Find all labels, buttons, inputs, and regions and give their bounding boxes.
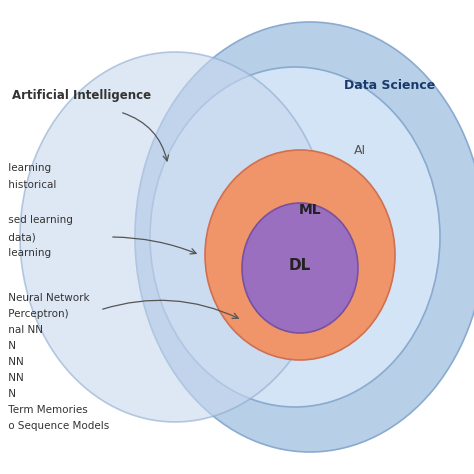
Text: sed learning: sed learning (5, 215, 73, 225)
Text: N: N (5, 341, 16, 351)
Text: DL: DL (289, 257, 311, 273)
Text: data): data) (5, 232, 36, 242)
Ellipse shape (242, 203, 358, 333)
Text: ML: ML (299, 203, 321, 217)
Text: learning: learning (5, 163, 51, 173)
Ellipse shape (205, 150, 395, 360)
Text: N: N (5, 389, 16, 399)
Ellipse shape (20, 52, 330, 422)
Text: Neural Network: Neural Network (5, 293, 90, 303)
Text: historical: historical (5, 180, 56, 190)
Text: Data Science: Data Science (345, 79, 436, 91)
Text: o Sequence Models: o Sequence Models (5, 421, 109, 431)
Text: learning: learning (5, 248, 51, 258)
Text: Term Memories: Term Memories (5, 405, 88, 415)
Text: AI: AI (354, 144, 366, 156)
Text: NN: NN (5, 357, 24, 367)
Ellipse shape (135, 22, 474, 452)
Text: Artificial Intelligence: Artificial Intelligence (12, 89, 151, 101)
Text: NN: NN (5, 373, 24, 383)
Text: nal NN: nal NN (5, 325, 43, 335)
Text: Perceptron): Perceptron) (5, 309, 69, 319)
Ellipse shape (150, 67, 440, 407)
